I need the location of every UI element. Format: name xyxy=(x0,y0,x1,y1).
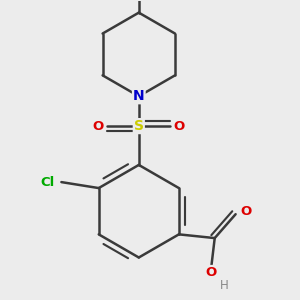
Text: S: S xyxy=(134,119,144,133)
Text: Cl: Cl xyxy=(41,176,55,189)
Text: O: O xyxy=(93,120,104,133)
Text: O: O xyxy=(206,266,217,279)
Text: O: O xyxy=(240,205,252,218)
Text: O: O xyxy=(173,120,185,133)
Text: N: N xyxy=(133,89,145,103)
Text: H: H xyxy=(220,279,229,292)
